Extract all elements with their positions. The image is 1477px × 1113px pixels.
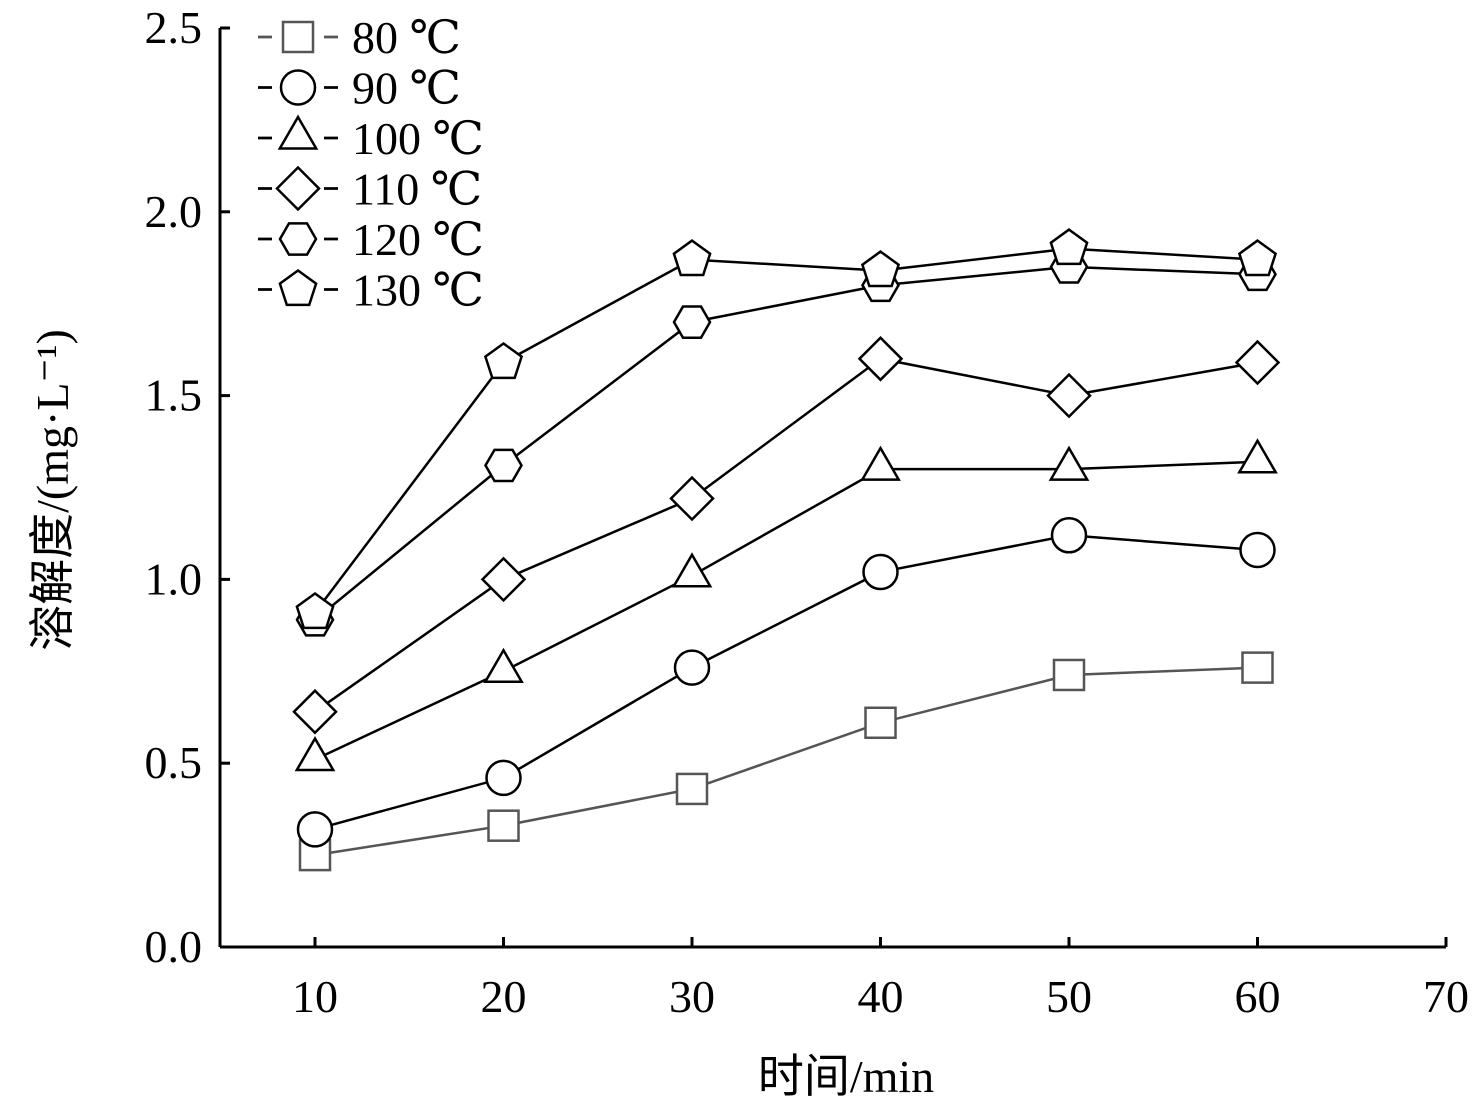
data-point-triangle xyxy=(294,736,336,772)
legend-item: 80 ℃ xyxy=(258,12,461,63)
series-line xyxy=(314,534,1258,831)
data-point-pentagon xyxy=(1237,239,1278,277)
data-point-diamond xyxy=(669,475,715,522)
series-line xyxy=(314,265,1258,621)
legend-marker-triangle xyxy=(277,114,319,150)
data-point-square xyxy=(487,809,520,842)
data-point-triangle xyxy=(1048,445,1090,481)
series-line xyxy=(314,666,1258,857)
data-point-triangle xyxy=(860,445,901,481)
y-tick-label: 2.0 xyxy=(145,186,203,237)
x-tick-label: 40 xyxy=(858,971,904,1022)
y-axis-title: 溶解度/(mg·L⁻¹) xyxy=(27,329,78,651)
x-tick-label: 70 xyxy=(1423,971,1469,1022)
legend-label: 130 ℃ xyxy=(352,265,484,316)
data-point-circle xyxy=(296,811,334,848)
y-tick-label: 0.0 xyxy=(145,921,203,972)
data-point-circle xyxy=(1050,517,1088,554)
legend-label: 80 ℃ xyxy=(352,12,461,63)
data-point-pentagon xyxy=(860,250,901,288)
series-square xyxy=(298,651,1274,872)
data-point-pentagon xyxy=(295,591,335,630)
series-line xyxy=(314,357,1258,713)
axes: 0.0 0.5 1.0 1.5 2.0 2.5 10 20 30 40 50 60 70 xyxy=(145,2,1470,1022)
series-line xyxy=(314,460,1258,761)
legend-label: 100 ℃ xyxy=(352,113,484,164)
data-point-triangle xyxy=(483,647,524,684)
legend-item: 100 ℃ xyxy=(258,113,484,164)
data-point-pentagon xyxy=(483,341,524,380)
series-pentagon xyxy=(295,228,1278,630)
data-point-diamond xyxy=(292,688,338,735)
data-point-diamond xyxy=(1234,339,1281,386)
x-axis-title: 时间/min xyxy=(758,1051,934,1102)
data-point-circle xyxy=(1239,531,1276,569)
legend-item: 110 ℃ xyxy=(258,164,482,215)
legend-marker-hexagon xyxy=(278,222,318,256)
series-group xyxy=(292,228,1281,872)
data-point-circle xyxy=(673,649,711,686)
legend-item: 120 ℃ xyxy=(258,214,484,265)
legend-item: 130 ℃ xyxy=(258,265,484,316)
legend-item: 90 ℃ xyxy=(258,63,461,114)
data-point-hexagon xyxy=(484,448,523,483)
legend-marker-diamond xyxy=(275,165,321,212)
y-tick-label: 1.5 xyxy=(145,370,203,421)
data-point-diamond xyxy=(1046,372,1092,419)
y-tick-label: 1.0 xyxy=(145,553,203,604)
x-tick-label: 50 xyxy=(1046,971,1092,1022)
legend-label: 120 ℃ xyxy=(352,214,484,265)
y-tick-label: 0.5 xyxy=(145,737,203,788)
series-diamond xyxy=(292,336,1281,735)
data-point-circle xyxy=(862,553,899,591)
data-point-square xyxy=(1052,658,1086,692)
x-tick-label: 20 xyxy=(481,971,527,1022)
data-point-square xyxy=(298,838,332,872)
data-point-triangle xyxy=(1237,438,1278,474)
legend-label: 90 ℃ xyxy=(352,63,461,114)
data-point-pentagon xyxy=(1049,228,1089,266)
data-point-circle xyxy=(485,759,522,797)
series-triangle xyxy=(294,438,1278,772)
x-tick-label: 60 xyxy=(1235,971,1281,1022)
series-line xyxy=(314,247,1258,614)
legend-marker-pentagon xyxy=(278,268,318,307)
data-point-triangle xyxy=(671,552,713,588)
data-point-diamond xyxy=(857,336,904,382)
data-point-square xyxy=(1241,651,1274,684)
data-point-diamond xyxy=(480,556,527,603)
legend-marker-circle xyxy=(279,69,317,106)
series-circle xyxy=(296,517,1276,848)
legend-marker-square xyxy=(281,20,315,54)
x-tick-label: 30 xyxy=(669,971,715,1022)
y-tick-label: 2.5 xyxy=(145,2,203,53)
data-point-square xyxy=(864,706,897,740)
data-point-hexagon xyxy=(672,305,712,339)
x-tick-label: 10 xyxy=(292,971,338,1022)
legend-label: 110 ℃ xyxy=(352,164,482,215)
data-point-pentagon xyxy=(672,239,712,277)
data-point-square xyxy=(675,772,709,806)
